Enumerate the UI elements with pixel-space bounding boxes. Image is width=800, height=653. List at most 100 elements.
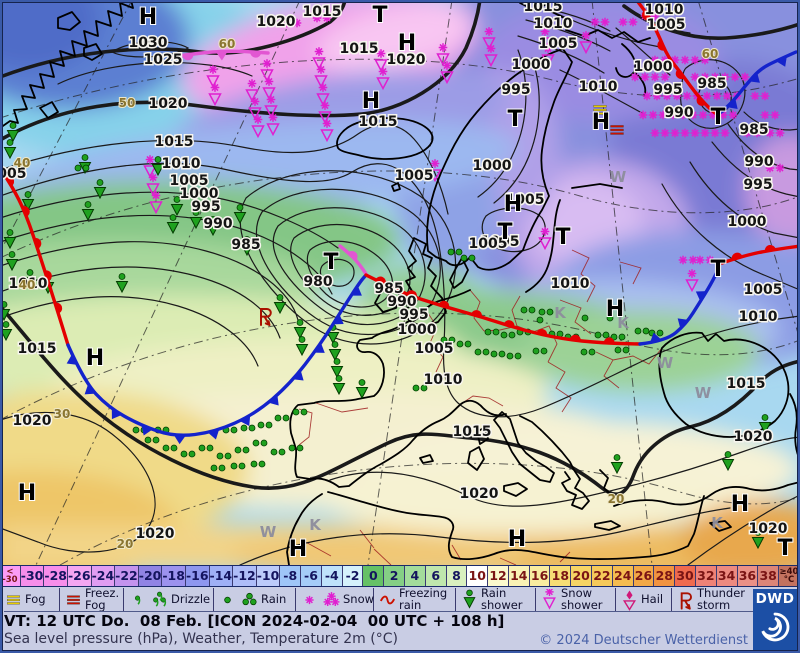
s2-symbol — [690, 55, 710, 65]
pressure-label: 990 — [664, 105, 693, 121]
rain-shower-icon — [463, 589, 476, 609]
legend-item-label: Rain shower — [481, 586, 523, 612]
temp-scale-cell: -12 — [233, 566, 257, 586]
graticule-label: 20 — [608, 492, 625, 506]
temp-scale-cell: 6 — [425, 566, 447, 586]
pressure-label: 1000 — [398, 322, 437, 338]
cold-front — [638, 268, 720, 346]
s2-symbol — [630, 72, 650, 82]
rs-symbol — [610, 454, 624, 475]
r2-symbol — [144, 436, 160, 444]
s2-symbol — [312, 13, 332, 23]
rs-symbol — [151, 156, 165, 177]
legend-item-drizzle: Drizzle — [124, 588, 214, 612]
fog-icon — [7, 595, 20, 605]
s2-symbol — [678, 255, 698, 265]
high-center-label: H — [362, 89, 380, 114]
pressure-label: 1010 — [739, 309, 778, 325]
pressure-label: 1000 — [728, 214, 767, 230]
ss-symbol — [538, 227, 552, 251]
pressure-label: 1020 — [734, 429, 773, 445]
s2-symbol — [760, 110, 780, 120]
temp-scale-cell: -4 — [321, 566, 343, 586]
graticule-label: 20 — [117, 537, 134, 551]
r2-symbol — [648, 329, 664, 337]
temp-scale-cell: -14 — [209, 566, 234, 586]
s2-symbol — [730, 72, 750, 82]
pressure-label: 1005 — [744, 282, 783, 298]
temp-scale-cell: 18 — [550, 566, 572, 586]
legend-item-freezing-fog: Freez. Fog — [60, 587, 124, 612]
temp-scale-cell: 26 — [633, 566, 655, 586]
rs-symbol — [189, 209, 203, 230]
legend-item-label: Rain — [261, 592, 287, 607]
rs-symbol — [233, 204, 247, 225]
r2-symbol — [198, 444, 214, 452]
rs-symbol — [330, 358, 344, 379]
graticule-label: 30 — [54, 407, 71, 421]
graticule-label: 50 — [119, 96, 136, 110]
r2-symbol — [506, 352, 522, 360]
pressure-label: 995 — [653, 82, 682, 98]
pressure-label: 995 — [191, 199, 220, 215]
pressure-label: 1005 — [395, 168, 434, 184]
high-center-label: H — [139, 5, 157, 30]
pressure-label: 1015 — [303, 4, 342, 20]
low-center-label: T — [372, 3, 387, 28]
graticule-label: 60 — [702, 47, 719, 61]
rs-symbol — [166, 214, 180, 235]
legend-item-snow-shower: Snow shower — [536, 587, 616, 612]
temp-scale-cell: -20 — [138, 566, 163, 586]
r2-symbol — [532, 347, 548, 355]
s2-symbol — [690, 128, 710, 138]
s2-symbol — [638, 110, 658, 120]
rs-symbol — [721, 451, 735, 472]
s2-symbol — [765, 128, 785, 138]
r2-symbol — [490, 350, 506, 358]
ss-symbol — [251, 115, 265, 139]
freezing-fog-icon — [67, 595, 80, 605]
pressure-label: 1005 — [481, 234, 520, 250]
pressure-label: 1015 — [340, 41, 379, 57]
graticule-label: 40 — [14, 156, 31, 170]
s2-symbol — [765, 163, 785, 173]
ss-symbol — [482, 27, 496, 51]
pressure-label: 1000 — [473, 158, 512, 174]
r2-symbol — [180, 450, 196, 458]
ss-symbol — [538, 27, 552, 51]
pressure-label: 1010 — [645, 2, 684, 18]
ss-symbol — [436, 43, 450, 67]
ss-symbol — [541, 44, 555, 68]
pressure-label: 1015 — [453, 424, 492, 440]
rs-symbol — [293, 319, 307, 340]
s2-symbol — [618, 17, 638, 27]
temp-scale-cell: -2 — [342, 566, 364, 586]
weather-map: 1030 1025 1020 1015 1010 1005 1000 995 990 985 980… — [0, 0, 800, 590]
pressure-label: 1020 — [13, 413, 52, 429]
s2-symbol — [702, 91, 722, 101]
pressure-label: 1010 — [424, 372, 463, 388]
low-center-label: T — [323, 250, 338, 275]
high-center-label: H — [504, 192, 522, 217]
pressure-label: 1000 — [180, 186, 219, 202]
cold-front — [66, 273, 368, 437]
r2-symbol — [456, 340, 472, 348]
graticule-label: 40 — [19, 278, 36, 292]
pressure-label: 1020 — [257, 14, 296, 30]
r1-symbol — [536, 316, 544, 324]
ss-symbol — [266, 113, 280, 137]
legend-item-fog: Fog — [0, 588, 60, 612]
pressure-label: 1010 — [9, 276, 48, 292]
legend-item-rain-shower: Rain shower — [456, 586, 536, 612]
rs-symbol — [93, 179, 107, 200]
weak-center-label: K — [711, 514, 724, 532]
high-center-label: H — [731, 492, 749, 517]
weak-center-label: K — [554, 304, 567, 322]
rs-symbol — [206, 216, 220, 237]
pressure-label: 1025 — [144, 52, 183, 68]
ss-symbol — [579, 31, 593, 55]
ss-symbol — [206, 65, 220, 89]
drizzle-icon — [135, 595, 141, 605]
ss-symbol — [428, 159, 442, 183]
ss-symbol — [376, 67, 390, 91]
